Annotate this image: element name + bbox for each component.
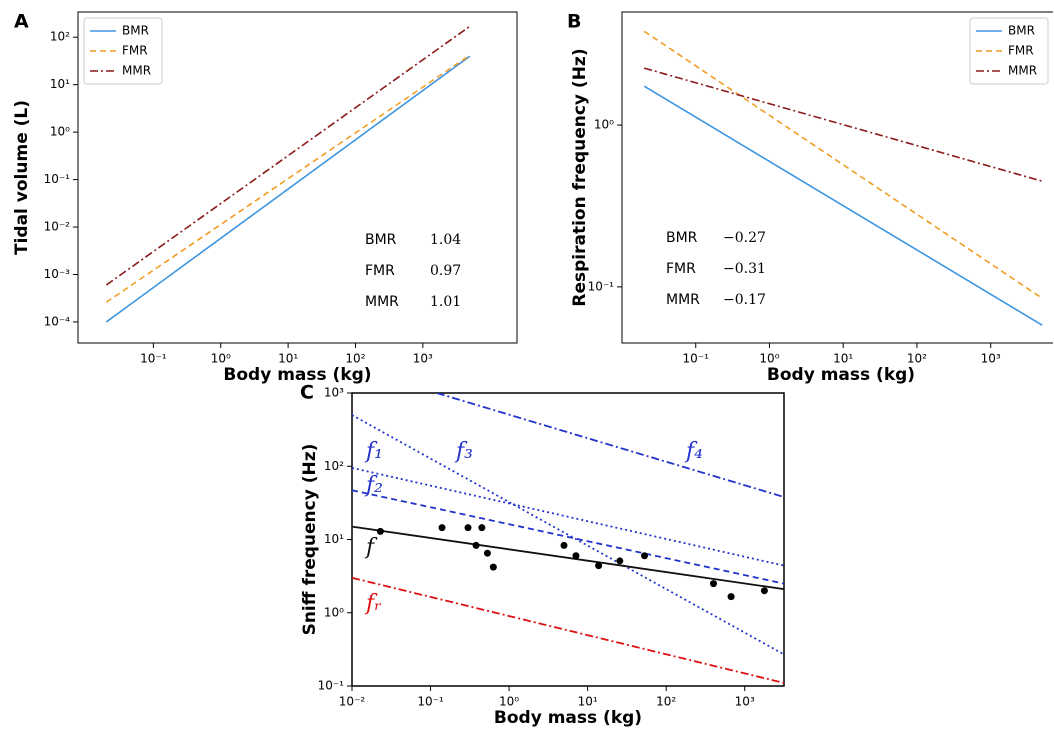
x-tick-label: 10⁰ — [211, 352, 231, 366]
series-line — [352, 414, 784, 656]
legend-label: MMR — [122, 64, 151, 78]
annotation-value: −0.17 — [723, 292, 766, 308]
y-tick-label: 10¹ — [324, 532, 344, 546]
data-point — [572, 552, 580, 560]
data-point — [727, 593, 735, 601]
annotation-label: BMR — [666, 230, 698, 246]
series-line — [105, 25, 471, 286]
legend-box — [83, 17, 163, 85]
y-tick-label: 10⁰ — [594, 118, 614, 132]
axes-frame — [351, 392, 785, 687]
data-point — [616, 557, 624, 565]
x-tick-label: 10³ — [735, 695, 755, 709]
x-tick-label: 10² — [345, 352, 365, 366]
legend-label: FMR — [1008, 44, 1034, 58]
x-tick-label: 10¹ — [578, 695, 598, 709]
annotation-value: 1.04 — [430, 232, 461, 248]
y-tick-label: 10⁰ — [50, 125, 70, 139]
data-point — [595, 562, 603, 570]
series-label: f₃ — [454, 439, 473, 464]
x-tick-label: 10³ — [413, 352, 433, 366]
series-line — [643, 67, 1043, 182]
x-axis-label: Body mass (kg) — [494, 708, 642, 728]
data-point — [489, 563, 497, 571]
x-tick-label: 10¹ — [833, 352, 853, 366]
x-tick-label: 10⁰ — [499, 695, 519, 709]
y-tick-label: 10⁰ — [324, 605, 344, 619]
annotation-label: MMR — [365, 294, 399, 310]
y-tick-label: 10⁻⁴ — [44, 314, 71, 328]
data-point — [438, 524, 446, 532]
legend-label: BMR — [1008, 24, 1035, 38]
data-point — [709, 580, 717, 588]
data-point — [760, 587, 768, 595]
annotation-label: FMR — [365, 263, 395, 279]
data-point — [478, 524, 486, 532]
x-tick-label: 10⁻¹ — [140, 352, 167, 366]
legend-box — [969, 17, 1049, 85]
x-tick-label: 10³ — [981, 352, 1001, 366]
y-tick-label: 10⁻³ — [44, 267, 71, 281]
panel-label: C — [300, 382, 314, 404]
data-point — [641, 552, 649, 560]
y-tick-label: 10² — [324, 459, 344, 473]
annotation-value: −0.27 — [723, 230, 766, 246]
series-line — [436, 393, 784, 498]
panel: C 10⁻² 10⁻¹ 10⁰ 10¹ 10² 10³ 10⁻¹ 10⁰ 10¹ 10² 10³ Bod… — [300, 382, 785, 728]
series-line — [643, 85, 1043, 326]
annotation-value: −0.31 — [723, 261, 766, 277]
y-tick-label: 10⁻¹ — [318, 679, 345, 693]
x-tick-label: 10¹ — [278, 352, 298, 366]
y-axis-label: Sniff frequency (Hz) — [300, 444, 320, 636]
x-tick-label: 10⁻¹ — [683, 352, 710, 366]
legend-label: MMR — [1008, 64, 1037, 78]
series-line — [105, 55, 471, 323]
annotation-label: FMR — [666, 261, 696, 277]
y-axis-label: Tidal volume (L) — [12, 100, 32, 255]
x-axis-label: Body mass (kg) — [767, 365, 915, 385]
axes-frame — [621, 11, 1053, 344]
series-line — [352, 525, 784, 591]
y-tick-label: 10⁻¹ — [44, 172, 71, 186]
annotation-value: 0.97 — [430, 263, 461, 279]
series-label: f₁ — [364, 439, 383, 464]
series-line — [352, 489, 784, 585]
data-point — [560, 541, 568, 549]
y-tick-label: 10⁻² — [44, 220, 71, 234]
x-tick-label: 10² — [907, 352, 927, 366]
data-point — [464, 524, 472, 532]
x-tick-label: 10⁻¹ — [417, 695, 444, 709]
x-axis-label: Body mass (kg) — [223, 365, 371, 385]
panel: A 10⁻¹ 10⁰ 10¹ 10² 10³ 10⁻⁴ 10⁻³ 10⁻² 10⁻¹ 10⁰ 10¹ 1… — [12, 11, 518, 385]
series-label: f₄ — [684, 439, 703, 464]
series-label: f₂ — [364, 473, 383, 498]
axes-frame — [77, 11, 518, 344]
annotation-label: MMR — [666, 292, 700, 308]
y-axis-label: Respiration frequency (Hz) — [570, 48, 590, 306]
series-line — [352, 576, 784, 684]
annotation-label: BMR — [365, 232, 397, 248]
annotation-value: 1.01 — [430, 294, 461, 310]
x-tick-label: 10² — [656, 695, 676, 709]
y-tick-label: 10⁻¹ — [588, 279, 615, 293]
data-point — [483, 549, 491, 557]
series-label: f — [364, 535, 378, 560]
y-tick-label: 10³ — [324, 386, 344, 400]
series-line — [105, 54, 471, 303]
x-tick-label: 10⁻² — [339, 695, 366, 709]
data-point — [376, 527, 384, 535]
legend-label: FMR — [122, 44, 148, 58]
legend-label: BMR — [122, 24, 149, 38]
panel-label: A — [14, 11, 29, 33]
y-tick-label: 10¹ — [50, 77, 70, 91]
series-label: fᵣ — [364, 591, 382, 616]
panel-label: B — [567, 11, 581, 33]
x-tick-label: 10⁰ — [759, 352, 779, 366]
series-line — [352, 467, 784, 567]
y-tick-label: 10² — [50, 30, 70, 44]
data-point — [472, 541, 480, 549]
